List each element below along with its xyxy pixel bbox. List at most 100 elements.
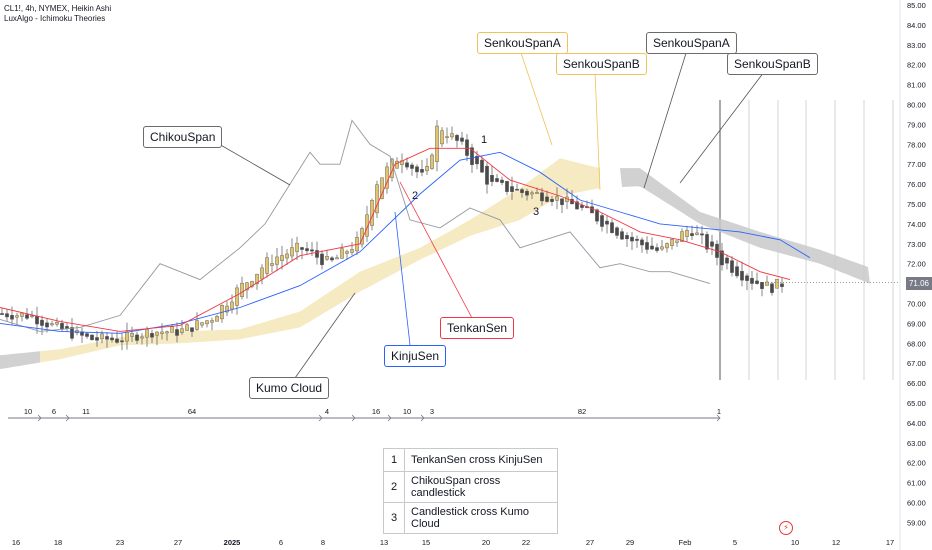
candle-body bbox=[245, 282, 249, 291]
candle-body bbox=[115, 338, 119, 343]
candle-body bbox=[150, 333, 154, 338]
price-tick-label: 68.00 bbox=[907, 339, 926, 348]
cross-marker-1: 1 bbox=[481, 134, 487, 146]
candle-body bbox=[320, 253, 324, 266]
candle-body bbox=[470, 147, 474, 165]
candle-body bbox=[520, 189, 524, 193]
candle-body bbox=[275, 256, 279, 265]
price-tick-label: 62.00 bbox=[907, 459, 926, 468]
kumo-bull-segment bbox=[40, 158, 600, 363]
price-tick-label: 69.00 bbox=[907, 319, 926, 328]
price-tick-label: 73.00 bbox=[907, 240, 926, 249]
price-tick-label: 64.00 bbox=[907, 419, 926, 428]
candle-body bbox=[195, 320, 199, 330]
count-arrow bbox=[37, 414, 42, 422]
candle-body bbox=[280, 255, 284, 261]
candle-body bbox=[50, 323, 54, 326]
candle-body bbox=[285, 253, 289, 259]
candle-body bbox=[640, 239, 644, 246]
legend-num: 3 bbox=[383, 502, 405, 534]
candle-body bbox=[510, 186, 514, 192]
candle-body bbox=[160, 331, 164, 334]
candle-body bbox=[700, 233, 704, 236]
candle-body bbox=[15, 315, 19, 318]
price-tick-label: 59.00 bbox=[907, 518, 926, 527]
candle-body bbox=[555, 196, 559, 201]
candle-body bbox=[760, 282, 764, 289]
callout-kijun: KinjuSen bbox=[384, 345, 447, 367]
time-tick-label: 5 bbox=[733, 538, 737, 547]
candle-body bbox=[580, 205, 584, 208]
time-tick-label: 23 bbox=[116, 538, 124, 547]
callout-senkou-b-2: SenkouSpanB bbox=[727, 53, 818, 75]
candle-body bbox=[95, 337, 99, 341]
price-tick-label: 60.00 bbox=[907, 499, 926, 508]
lightning-icon[interactable]: ⚡ bbox=[779, 521, 793, 535]
candle-body bbox=[575, 201, 579, 210]
tenkan-sen-line bbox=[0, 147, 791, 332]
candle-body bbox=[680, 231, 684, 242]
candle-body bbox=[230, 301, 234, 310]
candle-body bbox=[395, 160, 399, 169]
candle-body bbox=[590, 206, 594, 214]
count-arrow bbox=[351, 414, 356, 422]
count-label: 82 bbox=[578, 407, 586, 416]
candle-body bbox=[635, 238, 639, 241]
callout-senkou-a-1: SenkouSpanA bbox=[477, 32, 568, 54]
time-axis: 16 18 23 27 2025 6 8 13 15 20 22 27 29 Feb 5 10 12 17 bbox=[12, 538, 894, 547]
price-tick-label: 82.00 bbox=[907, 61, 926, 70]
chikou-span-line bbox=[0, 119, 711, 332]
count-label: 11 bbox=[82, 407, 90, 416]
candle-body bbox=[765, 281, 769, 286]
candle-body bbox=[705, 234, 709, 250]
candle-body bbox=[325, 256, 329, 260]
candle-body bbox=[775, 279, 779, 289]
candle-body bbox=[655, 247, 659, 251]
callout-senkou-a-2: SenkouSpanA bbox=[646, 32, 737, 54]
candle-body bbox=[240, 282, 244, 297]
candle-body bbox=[335, 257, 339, 260]
candle-body bbox=[630, 236, 634, 242]
candle-body bbox=[130, 332, 134, 337]
callout-connector bbox=[394, 211, 411, 346]
candle-body bbox=[410, 164, 414, 169]
candle-body bbox=[145, 329, 149, 338]
price-tick-label: 65.00 bbox=[907, 399, 926, 408]
candle-body bbox=[55, 321, 59, 325]
price-tick-label: 70.00 bbox=[907, 300, 926, 309]
count-arrow bbox=[65, 414, 70, 422]
candle-body bbox=[605, 220, 609, 225]
time-tick-label: 10 bbox=[791, 538, 799, 547]
callout-chikou: ChikouSpan bbox=[143, 126, 223, 148]
candle-body bbox=[270, 263, 274, 266]
callout-connector bbox=[519, 49, 553, 146]
candle-body bbox=[105, 336, 109, 340]
time-tick-label: 20 bbox=[482, 538, 490, 547]
price-tick-label: 72.00 bbox=[907, 260, 926, 269]
candle-body bbox=[165, 331, 169, 334]
indicator-title: LuxAlgo - Ichimoku Theories bbox=[4, 14, 106, 23]
candle-body bbox=[485, 165, 489, 185]
price-tick-label: 76.00 bbox=[907, 180, 926, 189]
candle-body bbox=[205, 320, 209, 325]
candle-body bbox=[185, 324, 189, 331]
candle-body bbox=[685, 230, 689, 237]
candle-body bbox=[180, 328, 184, 333]
candle-body bbox=[425, 166, 429, 172]
candle-body bbox=[480, 159, 484, 173]
candle-body bbox=[770, 283, 774, 293]
callout-connector bbox=[399, 181, 473, 319]
candle-body bbox=[530, 192, 534, 195]
time-tick-label: 18 bbox=[54, 538, 62, 547]
candle-body bbox=[295, 242, 299, 252]
candle-body bbox=[70, 327, 74, 339]
time-tick-label: 13 bbox=[380, 538, 388, 547]
candle-body bbox=[120, 340, 124, 343]
price-tick-label: 79.00 bbox=[907, 120, 926, 129]
candle-body bbox=[505, 181, 509, 192]
price-tick-label: 78.00 bbox=[907, 140, 926, 149]
candle-body bbox=[450, 133, 454, 138]
price-tick-label: 75.00 bbox=[907, 200, 926, 209]
candle-body bbox=[405, 162, 409, 168]
count-label: 10 bbox=[24, 407, 32, 416]
